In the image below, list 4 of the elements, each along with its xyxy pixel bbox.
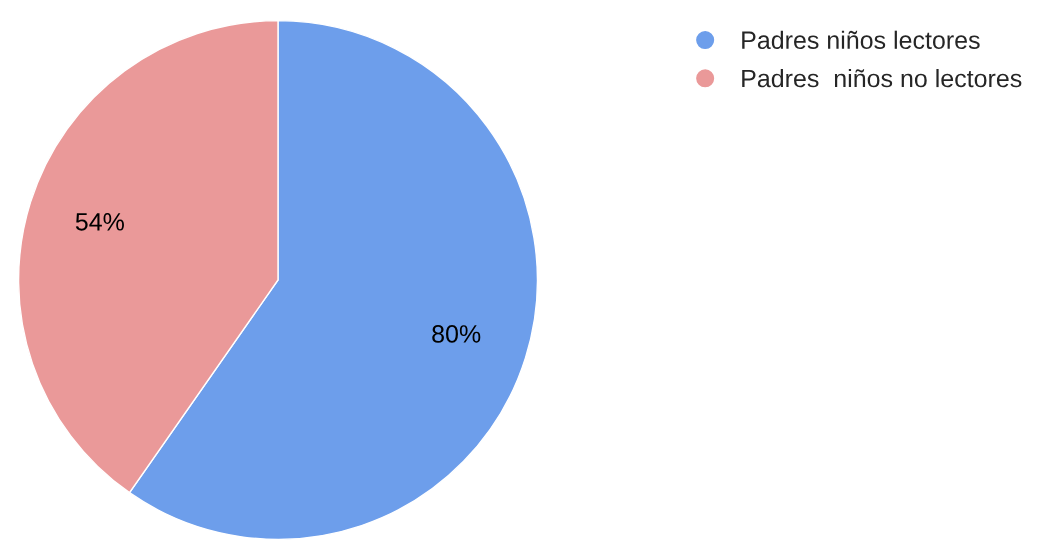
data-label: 80%	[432, 325, 481, 343]
legend-label: Padres niños no lectores	[742, 68, 1022, 88]
data-label: 54%	[75, 213, 124, 231]
legend-label: Padres niños lectores	[742, 30, 980, 50]
